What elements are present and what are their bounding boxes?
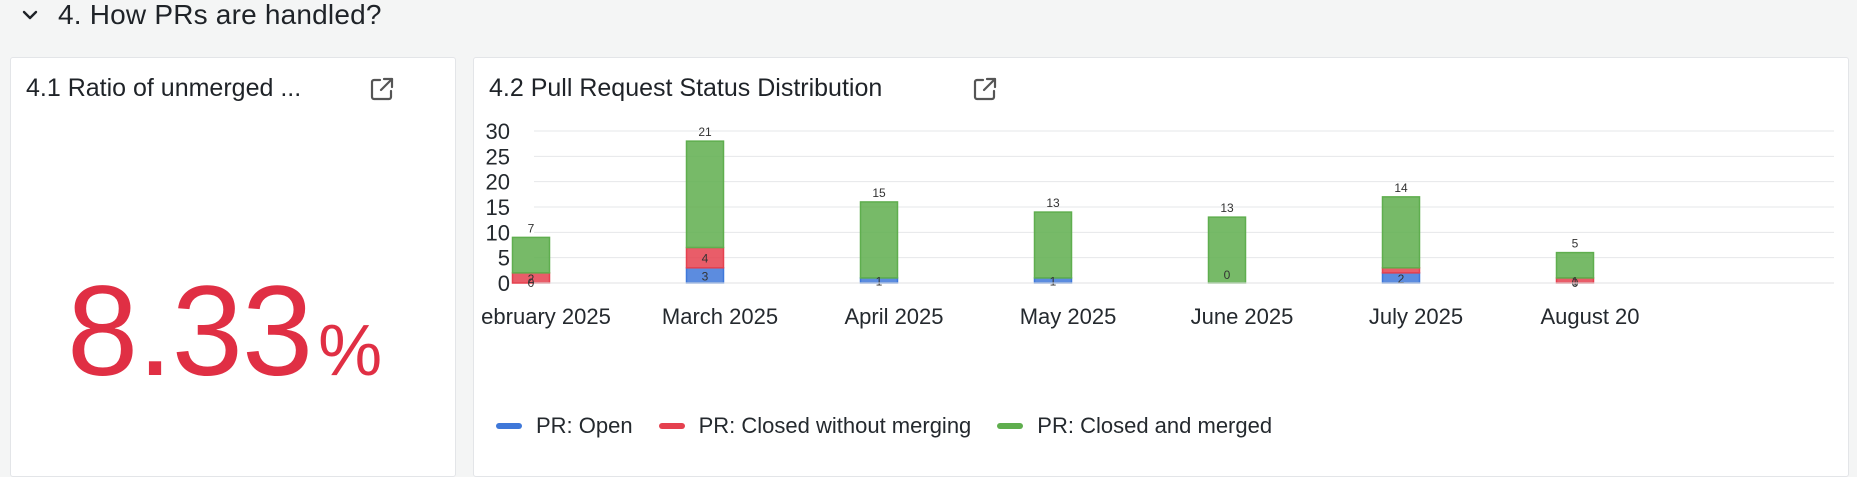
unmerged-ratio-value: 8.33 <box>67 260 313 403</box>
y-tick-label: 10 <box>486 220 510 245</box>
data-label: 0 <box>1224 268 1231 282</box>
y-tick-label: 5 <box>498 246 510 271</box>
data-label: 3 <box>702 269 709 283</box>
legend-swatch-open <box>496 423 522 429</box>
y-tick-label: 15 <box>486 195 510 220</box>
data-label: 13 <box>1220 201 1234 215</box>
legend-label-closed-without-merging: PR: Closed without merging <box>698 413 972 438</box>
x-tick-label: March 2025 <box>662 304 778 329</box>
ratio-panel: 4.1 Ratio of unmerged ... 8.33% <box>10 57 456 477</box>
external-link-icon[interactable] <box>368 75 396 103</box>
x-tick-label: ebruary 2025 <box>481 304 611 329</box>
section-title: 4. How PRs are handled? <box>58 0 382 30</box>
unmerged-ratio-stat: 8.33% <box>67 268 382 396</box>
data-label: 1 <box>1050 274 1057 288</box>
data-label: 2 <box>528 272 535 286</box>
x-tick-label: June 2025 <box>1191 304 1294 329</box>
data-label: 15 <box>872 186 886 200</box>
data-label: 5 <box>1572 237 1579 251</box>
distribution-panel-title[interactable]: 4.2 Pull Request Status Distribution <box>489 74 883 102</box>
data-label: 0 <box>528 276 535 290</box>
data-label: 1 <box>1572 274 1579 288</box>
data-label: 4 <box>702 252 709 266</box>
legend-item-closed-and-merged[interactable]: PR: Closed and merged <box>997 413 1272 439</box>
x-tick-label: August 20 <box>1540 304 1639 329</box>
legend-swatch-closed-without-merging <box>658 423 685 429</box>
data-label: 14 <box>1394 181 1408 195</box>
y-tick-label: 30 <box>486 119 510 144</box>
data-label: 21 <box>698 125 712 139</box>
chart-legend: PR: Open PR: Closed without merging PR: … <box>496 413 1272 439</box>
bar-segment-merged <box>1381 196 1421 269</box>
chevron-down-icon[interactable] <box>20 5 40 25</box>
bar-segment-merged <box>1033 211 1073 279</box>
x-tick-label: July 2025 <box>1369 304 1463 329</box>
x-tick-label: April 2025 <box>844 304 943 329</box>
data-label: 13 <box>1046 196 1060 210</box>
x-tick-label: May 2025 <box>1020 304 1117 329</box>
y-tick-label: 20 <box>486 170 510 195</box>
ratio-panel-title[interactable]: 4.1 Ratio of unmerged ... <box>26 74 302 102</box>
bar-segment-merged <box>511 236 551 274</box>
y-tick-label: 25 <box>486 144 510 169</box>
data-label: 7 <box>528 221 535 235</box>
legend-label-open: PR: Open <box>536 413 633 438</box>
bar-segment-merged <box>685 140 725 249</box>
data-label: 2 <box>1398 272 1405 286</box>
bar-segment-merged <box>1555 251 1595 279</box>
legend-item-closed-without-merging[interactable]: PR: Closed without merging <box>658 413 972 439</box>
section-header[interactable]: 4. How PRs are handled? <box>20 0 382 30</box>
data-label: 1 <box>876 274 883 288</box>
external-link-icon[interactable] <box>971 75 999 103</box>
unmerged-ratio-unit: % <box>318 311 383 391</box>
bar-segment-merged <box>859 201 899 279</box>
bar-segment-merged <box>1207 216 1247 284</box>
legend-swatch-closed-and-merged <box>997 423 1024 429</box>
legend-item-open[interactable]: PR: Open <box>496 413 633 439</box>
y-tick-label: 0 <box>498 271 510 296</box>
legend-label-closed-and-merged: PR: Closed and merged <box>1037 413 1273 438</box>
